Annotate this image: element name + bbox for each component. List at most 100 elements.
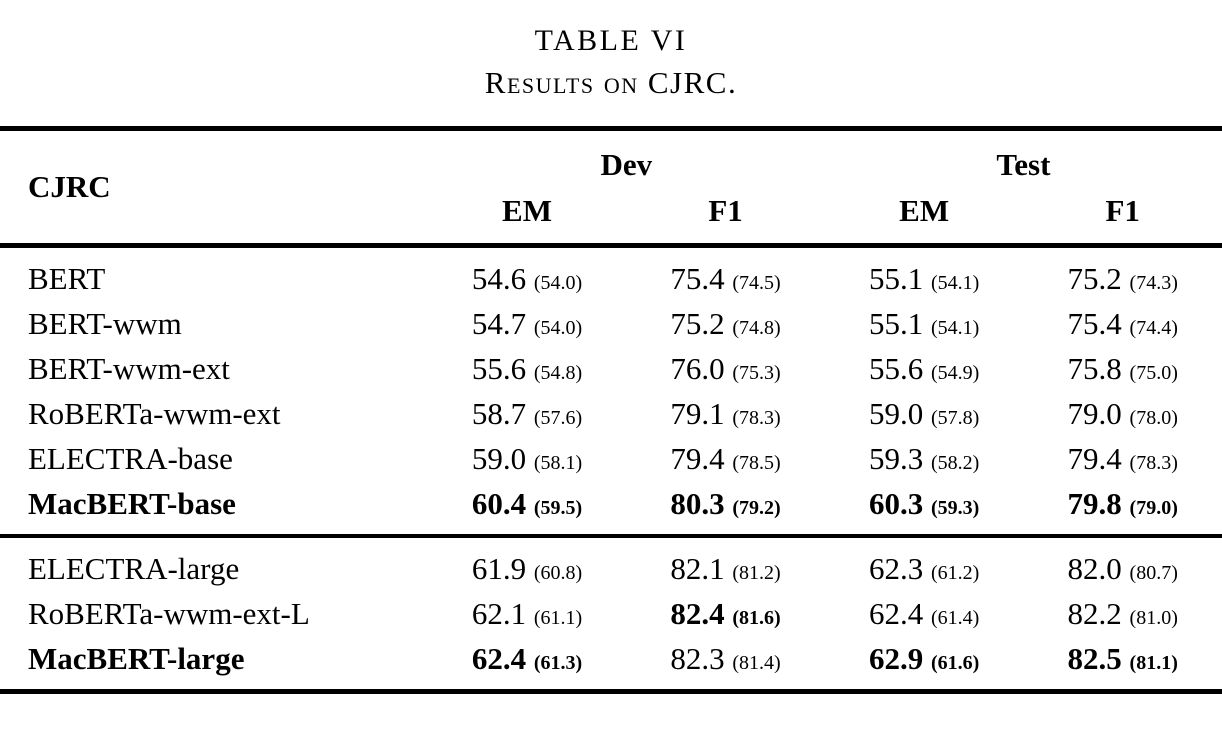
score-cell: 79.4 (78.5) — [626, 436, 825, 481]
score-paren: (54.9) — [930, 361, 980, 384]
score-cell: 58.7 (57.6) — [428, 391, 627, 436]
score-main: 82.0 — [1067, 550, 1122, 586]
score-paren: (61.3) — [533, 651, 583, 674]
score-main: 79.8 — [1067, 485, 1122, 521]
model-name: BERT-wwm-ext — [28, 350, 230, 386]
score-cell: 62.4 (61.3) — [428, 636, 627, 692]
score-main: 58.7 — [471, 395, 527, 431]
score-paren: (78.3) — [1129, 451, 1178, 474]
score-main: 75.4 — [1067, 305, 1122, 341]
score-main: 79.1 — [670, 395, 725, 431]
col-header-test-f1: F1 — [1105, 193, 1140, 228]
table-section-large-models: ELECTRA-large 61.9 (60.8) 82.1 (81.2) 62.3 … — [0, 536, 1222, 692]
score-cell: 62.4 (61.4) — [825, 591, 1024, 636]
score-cell: 55.6 (54.9) — [825, 346, 1024, 391]
score-paren: (81.0) — [1129, 606, 1178, 629]
score-paren: (75.3) — [732, 361, 781, 384]
model-name: RoBERTa-wwm-ext-L — [28, 595, 310, 631]
score-main: 79.0 — [1067, 395, 1122, 431]
group-header-dev: Dev — [600, 147, 653, 182]
model-name: MacBERT-large — [28, 640, 245, 676]
score-paren: (57.6) — [533, 406, 583, 429]
score-main: 59.0 — [868, 395, 924, 431]
score-main: 54.7 — [471, 305, 527, 341]
col-header-test-em: EM — [899, 193, 950, 228]
score-paren: (78.5) — [732, 451, 781, 474]
score-paren: (78.3) — [732, 406, 781, 429]
score-main: 55.6 — [868, 350, 924, 386]
score-main: 79.4 — [670, 440, 725, 476]
score-main: 59.0 — [471, 440, 527, 476]
table-row: BERT-wwm 54.7 (54.0) 75.2 (74.8) 55.1 (54.1… — [0, 301, 1222, 346]
score-paren: (54.1) — [930, 316, 980, 339]
results-table: CJRC Dev Test EM F1 EM F1 BERT 54.6 (54.0… — [0, 126, 1222, 694]
score-cell: 79.1 (78.3) — [626, 391, 825, 436]
score-paren: (59.5) — [533, 496, 583, 519]
score-cell: 75.4 (74.5) — [626, 246, 825, 302]
score-main: 75.2 — [670, 305, 725, 341]
score-paren: (74.8) — [732, 316, 781, 339]
model-name: BERT — [28, 260, 106, 296]
score-paren: (61.2) — [930, 561, 980, 584]
score-cell: 79.0 (78.0) — [1023, 391, 1222, 436]
score-cell: 55.1 (54.1) — [825, 246, 1024, 302]
score-paren: (78.0) — [1129, 406, 1178, 429]
score-cell: 75.4 (74.4) — [1023, 301, 1222, 346]
score-cell: 54.6 (54.0) — [428, 246, 627, 302]
score-paren: (54.8) — [533, 361, 583, 384]
score-paren: (58.1) — [533, 451, 583, 474]
score-cell: 61.9 (60.8) — [428, 536, 627, 591]
score-main: 61.9 — [471, 550, 527, 586]
score-cell: 75.2 (74.8) — [626, 301, 825, 346]
score-main: 82.5 — [1067, 640, 1122, 676]
score-main: 55.1 — [868, 305, 924, 341]
score-paren: (74.5) — [732, 271, 781, 294]
score-paren: (54.0) — [533, 271, 583, 294]
score-main: 62.4 — [471, 640, 527, 676]
score-paren: (58.2) — [930, 451, 980, 474]
score-paren: (81.6) — [732, 606, 781, 629]
table-row: BERT 54.6 (54.0) 75.4 (74.5) 55.1 (54.1) 75.… — [0, 246, 1222, 302]
table-row: BERT-wwm-ext 55.6 (54.8) 76.0 (75.3) 55.6 (… — [0, 346, 1222, 391]
score-main: 62.1 — [471, 595, 527, 631]
score-main: 59.3 — [868, 440, 924, 476]
score-paren: (75.0) — [1129, 361, 1178, 384]
table-row: RoBERTa-wwm-ext-L 62.1 (61.1) 82.4 (81.6) 6… — [0, 591, 1222, 636]
score-cell: 55.6 (54.8) — [428, 346, 627, 391]
sub-header-row: EM F1 EM F1 — [0, 187, 1222, 246]
model-name: ELECTRA-base — [28, 440, 233, 476]
score-cell: 54.7 (54.0) — [428, 301, 627, 346]
score-cell: 79.4 (78.3) — [1023, 436, 1222, 481]
group-header-row: CJRC Dev Test — [0, 129, 1222, 204]
score-cell: 59.0 (58.1) — [428, 436, 627, 481]
score-paren: (61.6) — [930, 651, 980, 674]
score-main: 80.3 — [670, 485, 725, 521]
score-main: 75.8 — [1067, 350, 1122, 386]
table-title-block: TABLE VI Results on CJRC. — [0, 0, 1222, 126]
score-paren: (54.0) — [533, 316, 583, 339]
score-main: 82.2 — [1067, 595, 1122, 631]
score-main: 62.3 — [868, 550, 924, 586]
score-paren: (74.4) — [1129, 316, 1178, 339]
score-cell: 62.3 (61.2) — [825, 536, 1024, 591]
table-number: TABLE VI — [534, 24, 688, 57]
score-cell: 80.3 (79.2) — [626, 481, 825, 536]
score-paren: (61.4) — [930, 606, 980, 629]
score-main: 62.9 — [868, 640, 924, 676]
score-cell: 82.2 (81.0) — [1023, 591, 1222, 636]
score-cell: 60.4 (59.5) — [428, 481, 627, 536]
group-header-test: Test — [996, 147, 1051, 182]
score-cell: 82.4 (81.6) — [626, 591, 825, 636]
model-name: MacBERT-base — [28, 485, 236, 521]
score-paren: (79.0) — [1129, 496, 1178, 519]
table-row: MacBERT-large 62.4 (61.3) 82.3 (81.4) 62.9 … — [0, 636, 1222, 692]
score-cell: 82.5 (81.1) — [1023, 636, 1222, 692]
score-cell: 82.0 (80.7) — [1023, 536, 1222, 591]
score-cell: 62.9 (61.6) — [825, 636, 1024, 692]
score-cell: 79.8 (79.0) — [1023, 481, 1222, 536]
score-main: 62.4 — [868, 595, 924, 631]
table-row: RoBERTa-wwm-ext 58.7 (57.6) 79.1 (78.3) 59.… — [0, 391, 1222, 436]
score-cell: 82.3 (81.4) — [626, 636, 825, 692]
col-header-dev-em: EM — [502, 193, 552, 228]
